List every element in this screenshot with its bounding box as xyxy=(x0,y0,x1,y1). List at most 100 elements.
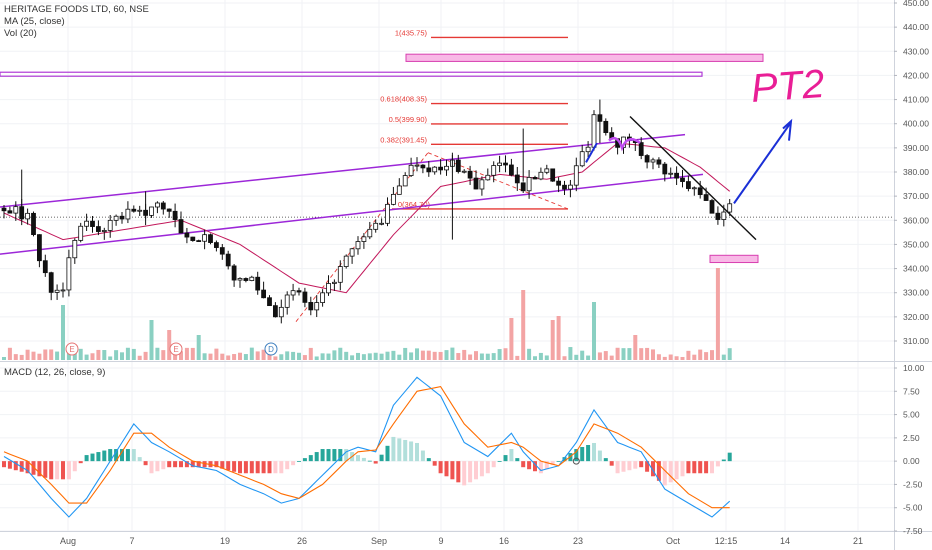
volume-bar xyxy=(403,347,408,360)
volume-bar xyxy=(367,353,372,360)
candle-body xyxy=(172,210,178,220)
macd-histogram-bar xyxy=(491,461,496,468)
x-tick-label: 19 xyxy=(220,536,230,546)
candle-body xyxy=(455,159,461,172)
volume-bar xyxy=(356,352,360,360)
candle-body xyxy=(686,181,691,189)
macd-histogram-bar xyxy=(25,461,30,474)
volume-bar xyxy=(627,348,632,360)
candle-body xyxy=(96,226,101,232)
macd-histogram-bar xyxy=(444,461,449,477)
candle-body xyxy=(656,159,662,165)
volume-bar xyxy=(527,348,532,360)
macd-histogram-bar xyxy=(249,461,254,474)
candle-body xyxy=(125,208,131,220)
macd-histogram-bar xyxy=(155,461,160,472)
macd-histogram-bar xyxy=(43,461,48,478)
volume-bar xyxy=(385,351,390,360)
ma-legend[interactable]: MA (25, close) xyxy=(4,16,65,27)
symbol-title[interactable]: HERITAGE FOODS LTD, 60, NSE xyxy=(4,4,149,15)
macd-histogram-bar xyxy=(143,461,148,466)
candle-body xyxy=(591,114,597,148)
crossover-marker xyxy=(572,457,580,465)
y-tick-label: 380.00 xyxy=(903,167,929,177)
volume-bar xyxy=(202,353,207,360)
candle-body xyxy=(408,164,414,176)
candle-body xyxy=(556,180,561,186)
volume-bar xyxy=(338,347,343,360)
macd-histogram-bar xyxy=(503,455,508,462)
macd-histogram-bar xyxy=(556,461,561,462)
volume-bar xyxy=(674,356,679,360)
candle-body xyxy=(668,172,674,175)
volume-bar xyxy=(308,347,313,360)
macd-histogram-bar xyxy=(485,461,490,474)
volume-bar xyxy=(72,350,77,360)
macd-histogram-bar xyxy=(137,457,142,462)
macd-histogram-bar xyxy=(314,452,319,462)
candle-body xyxy=(355,241,361,250)
candle-body xyxy=(674,172,679,179)
macd-histogram-bar xyxy=(674,461,679,480)
candle-body xyxy=(526,177,532,192)
macd-histogram-bar xyxy=(379,454,384,462)
volume-bar xyxy=(7,347,12,360)
candle-body xyxy=(42,260,48,274)
volume-bar xyxy=(420,350,425,360)
y-tick-label: 0.00 xyxy=(903,456,920,466)
x-tick-label: Oct xyxy=(666,536,681,546)
candle-body xyxy=(426,167,432,173)
macd-histogram-bar xyxy=(261,461,266,474)
macd-histogram-bar xyxy=(586,444,591,462)
y-tick-label: 370.00 xyxy=(903,191,929,201)
volume-bar xyxy=(468,354,473,360)
volume-bar xyxy=(102,350,107,360)
volume-bar xyxy=(568,347,573,360)
earnings-marker[interactable]: E xyxy=(169,342,183,356)
candle-body xyxy=(160,202,166,210)
y-tick-label: 2.50 xyxy=(903,433,920,443)
candle-body xyxy=(25,212,31,220)
dividend-marker[interactable]: D xyxy=(264,342,278,356)
x-tick-label: 14 xyxy=(780,536,790,546)
candle-body xyxy=(278,306,284,318)
volume-bar xyxy=(125,347,130,360)
candle-body xyxy=(60,289,66,292)
macd-histogram-bar xyxy=(108,449,113,462)
candle-body xyxy=(514,174,520,184)
volume-bar xyxy=(409,352,414,360)
macd-legend[interactable]: MACD (12, 26, close, 9) xyxy=(4,367,106,378)
macd-histogram-bar xyxy=(220,461,225,469)
macd-histogram-bar xyxy=(361,457,366,462)
macd-histogram-bar xyxy=(450,461,455,480)
candle-body xyxy=(13,206,19,214)
volume-bar xyxy=(680,356,685,360)
macd-histogram-bar xyxy=(49,461,54,480)
volume-bar xyxy=(66,350,71,360)
lower-zone xyxy=(709,254,759,264)
volume-bar xyxy=(715,268,720,360)
vol-legend[interactable]: Vol (20) xyxy=(4,28,37,39)
macd-histogram-bar xyxy=(96,452,101,462)
volume-bar xyxy=(497,349,502,360)
candle-body xyxy=(585,146,591,153)
y-tick-label: 310.00 xyxy=(903,336,929,346)
candle-body xyxy=(131,208,137,212)
macd-histogram-bar xyxy=(13,461,18,471)
y-tick-label: 410.00 xyxy=(903,95,929,105)
candle-body xyxy=(538,171,544,180)
volume-bar xyxy=(90,353,95,360)
macd-histogram-bar xyxy=(544,461,549,470)
candle-body xyxy=(231,265,237,281)
earnings-marker[interactable]: E xyxy=(65,342,79,356)
candle-body xyxy=(414,164,420,167)
y-tick-label: 430.00 xyxy=(903,46,929,56)
macd-histogram-bar xyxy=(609,461,614,466)
macd-histogram-bar xyxy=(102,450,107,462)
volume-bar xyxy=(639,348,644,360)
volume-bar xyxy=(556,316,561,360)
candle-body xyxy=(290,290,296,296)
candle-body xyxy=(532,177,538,180)
volume-bar xyxy=(220,353,225,360)
